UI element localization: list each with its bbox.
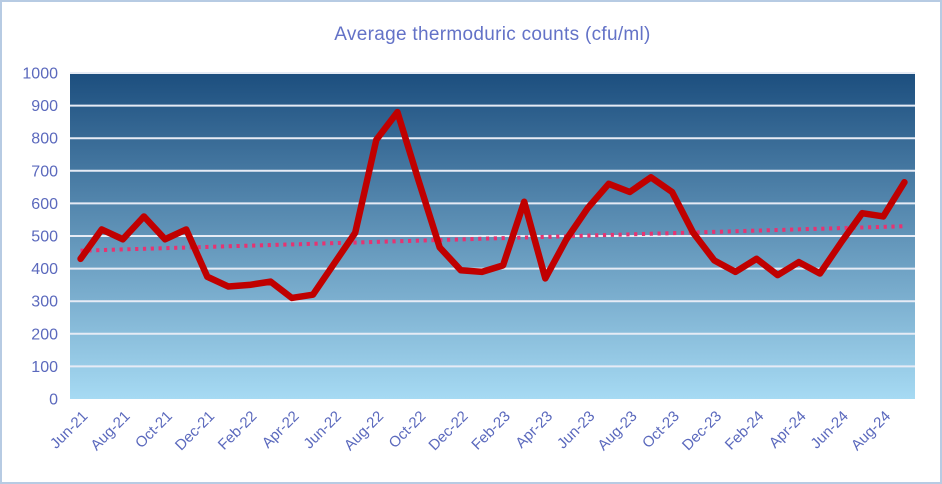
- chart-title: Average thermoduric counts (cfu/ml): [334, 24, 651, 45]
- x-axis-tick-label: Aug-23: [594, 408, 640, 454]
- x-axis-tick-label: Oct-21: [132, 408, 176, 452]
- x-axis-tick-label: Aug-22: [341, 408, 387, 454]
- y-axis-tick-label: 0: [49, 392, 58, 409]
- x-axis-tick-label: Dec-23: [679, 408, 725, 454]
- y-axis-tick-label: 600: [31, 196, 58, 213]
- trendline-dotted: [80, 224, 905, 253]
- x-axis-tick-label: Jun-24: [807, 408, 851, 452]
- x-axis-tick-label: Aug-24: [848, 408, 894, 454]
- y-axis-tick-label: 800: [31, 131, 58, 148]
- y-axis-tick-label: 300: [31, 294, 58, 311]
- x-axis-tick-label: Feb-24: [722, 408, 768, 454]
- x-axis-tick-label: Oct-22: [386, 408, 430, 452]
- series-line-thermoduric-counts: [77, 108, 908, 302]
- x-axis-tick-label: Apr-23: [512, 408, 556, 452]
- y-axis-tick-label: 100: [31, 359, 58, 376]
- x-axis-tick-label: Apr-24: [766, 408, 810, 452]
- x-axis-tick-label: Jun-23: [554, 408, 598, 452]
- y-axis-tick-label: 1000: [22, 66, 58, 83]
- x-axis-tick-label: Dec-22: [425, 408, 471, 454]
- y-axis-tick-label: 200: [31, 326, 58, 343]
- y-axis-tick-label: 500: [31, 229, 58, 246]
- x-axis-tick-label: Apr-22: [259, 408, 303, 452]
- y-axis-tick-label: 700: [31, 163, 58, 180]
- y-axis-tick-label: 400: [31, 261, 58, 278]
- x-axis-tick-label: Feb-23: [468, 408, 514, 454]
- x-axis-tick-label: Feb-22: [215, 408, 261, 454]
- x-axis-tick-label: Jun-21: [47, 408, 91, 452]
- x-axis-tick-label: Oct-23: [639, 408, 683, 452]
- y-axis-tick-label: 900: [31, 98, 58, 115]
- x-axis-tick-label: Aug-21: [87, 408, 133, 454]
- x-axis-tick-label: Jun-22: [300, 408, 344, 452]
- x-axis-tick-label: Dec-21: [172, 408, 218, 454]
